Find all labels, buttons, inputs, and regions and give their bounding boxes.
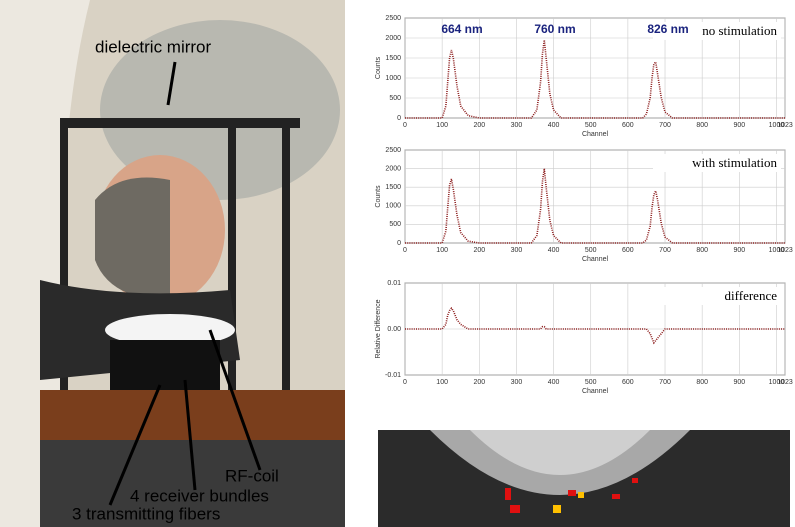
y-tick-label: 1000 bbox=[385, 203, 401, 210]
x-tick-label: 600 bbox=[622, 122, 634, 129]
photo: dielectric mirror RF-coil 4 receiver bun… bbox=[0, 0, 345, 527]
x-tick-label: 500 bbox=[585, 379, 597, 386]
x-tick-label: 800 bbox=[696, 379, 708, 386]
x-tick-label: 100 bbox=[436, 122, 448, 129]
y-tick-label: 1000 bbox=[385, 75, 401, 82]
x-tick-label: 600 bbox=[622, 379, 634, 386]
y-axis-label: Relative Difference bbox=[375, 299, 382, 358]
x-tick-label: 800 bbox=[696, 247, 708, 254]
x-axis-label: Channel bbox=[582, 131, 609, 138]
fmri-image bbox=[378, 430, 790, 527]
y-tick-label: 1500 bbox=[385, 55, 401, 62]
y-tick-label: 1500 bbox=[385, 184, 401, 191]
x-tick-label: 300 bbox=[511, 379, 523, 386]
x-tick-label: 900 bbox=[733, 379, 745, 386]
y-tick-label: 2500 bbox=[385, 147, 401, 154]
x-tick-label: 400 bbox=[548, 122, 560, 129]
y-tick-label: 500 bbox=[389, 95, 401, 102]
y-axis-label: Counts bbox=[375, 185, 382, 208]
x-tick-label: 900 bbox=[733, 122, 745, 129]
x-tick-label: 1023 bbox=[777, 122, 793, 129]
x-tick-label: 100 bbox=[436, 379, 448, 386]
y-tick-label: 2000 bbox=[385, 165, 401, 172]
peak-label: 664 nm bbox=[441, 22, 482, 36]
y-tick-label: 0.01 bbox=[387, 280, 401, 287]
y-tick-label: 0.00 bbox=[387, 326, 401, 333]
x-axis-label: Channel bbox=[582, 256, 609, 263]
x-tick-label: 200 bbox=[473, 379, 485, 386]
photo-label: 4 receiver bundles bbox=[130, 486, 269, 505]
x-tick-label: 800 bbox=[696, 122, 708, 129]
x-tick-label: 400 bbox=[548, 379, 560, 386]
x-tick-label: 200 bbox=[473, 247, 485, 254]
x-tick-label: 0 bbox=[403, 247, 407, 254]
x-tick-label: 700 bbox=[659, 247, 671, 254]
x-tick-label: 0 bbox=[403, 122, 407, 129]
x-tick-label: 500 bbox=[585, 122, 597, 129]
photo-label: dielectric mirror bbox=[95, 37, 212, 56]
x-tick-label: 200 bbox=[473, 122, 485, 129]
x-tick-label: 1023 bbox=[777, 379, 793, 386]
photo-label: 3 transmitting fibers bbox=[72, 504, 220, 523]
x-tick-label: 0 bbox=[403, 379, 407, 386]
y-tick-label: 0 bbox=[397, 240, 401, 247]
y-axis-label: Counts bbox=[375, 56, 382, 79]
x-tick-label: 900 bbox=[733, 247, 745, 254]
y-tick-label: 2500 bbox=[385, 15, 401, 22]
figure: dielectric mirror RF-coil 4 receiver bun… bbox=[0, 0, 795, 527]
x-tick-label: 300 bbox=[511, 247, 523, 254]
x-tick-label: 300 bbox=[511, 122, 523, 129]
x-axis-label: Channel bbox=[582, 388, 609, 395]
x-tick-label: 500 bbox=[585, 247, 597, 254]
peak-label: 760 nm bbox=[534, 22, 575, 36]
photo-label: RF-coil bbox=[225, 466, 279, 485]
y-tick-label: 2000 bbox=[385, 35, 401, 42]
chart-label: with stimulation bbox=[692, 155, 777, 170]
x-tick-label: 700 bbox=[659, 122, 671, 129]
x-tick-label: 1023 bbox=[777, 247, 793, 254]
x-tick-label: 400 bbox=[548, 247, 560, 254]
y-tick-label: 0 bbox=[397, 115, 401, 122]
peak-label: 826 nm bbox=[647, 22, 688, 36]
y-tick-label: -0.01 bbox=[385, 372, 401, 379]
x-tick-label: 100 bbox=[436, 247, 448, 254]
x-tick-label: 700 bbox=[659, 379, 671, 386]
y-tick-label: 500 bbox=[389, 221, 401, 228]
chart-label: no stimulation bbox=[702, 23, 777, 38]
x-tick-label: 600 bbox=[622, 247, 634, 254]
chart-label: difference bbox=[725, 288, 778, 303]
